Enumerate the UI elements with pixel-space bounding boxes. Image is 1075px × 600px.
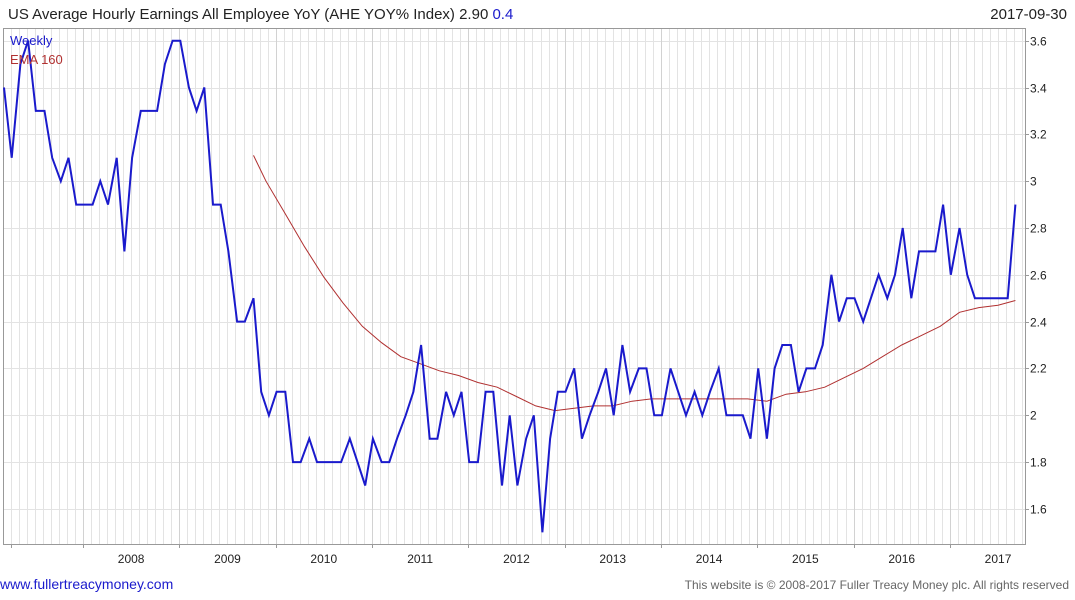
y-tick-label: 3 — [1030, 175, 1037, 189]
legend: Weekly EMA 160 — [10, 33, 63, 67]
y-tick-label: 3.4 — [1030, 82, 1047, 96]
site-link[interactable]: www.fullertreacymoney.com — [0, 576, 174, 592]
y-tick-label: 1.8 — [1030, 456, 1047, 470]
plot-frame — [3, 28, 1026, 545]
chart-svg: 1.61.822.22.42.62.833.23.43.6 2008 2009 20… — [3, 28, 1047, 566]
y-tick-label: 3.2 — [1030, 128, 1047, 142]
y-tick-label: 2.8 — [1030, 222, 1047, 236]
x-tick-label: 2014 — [696, 552, 723, 566]
legend-ema: EMA 160 — [10, 52, 63, 67]
title-text: US Average Hourly Earnings All Employee … — [8, 6, 455, 23]
x-tick-label: 2012 — [503, 552, 530, 566]
y-tick-label: 2 — [1030, 409, 1037, 423]
ema-series — [253, 155, 1016, 412]
weekly-series — [3, 39, 1017, 533]
last-value: 2.90 — [459, 6, 489, 23]
y-tick-label: 2.6 — [1030, 269, 1047, 283]
weekly-line — [3, 39, 1017, 533]
x-tick-label: 2008 — [118, 552, 145, 566]
gridlines — [4, 29, 1025, 544]
chart-date: 2017-09-30 — [990, 6, 1067, 23]
x-tick-label: 2009 — [214, 552, 241, 566]
y-tick-label: 3.6 — [1030, 35, 1047, 49]
chart-title: US Average Hourly Earnings All Employee … — [8, 6, 513, 23]
x-tick-label: 2015 — [792, 552, 819, 566]
copyright-text: This website is © 2008-2017 Fuller Treac… — [684, 578, 1069, 592]
y-axis: 1.6 1.8 2 2.2 2.4 2.6 2.8 3 3.2 3.4 3.6 — [1025, 35, 1047, 517]
ema-line — [253, 155, 1016, 412]
x-tick-label: 2016 — [888, 552, 915, 566]
y-tick-label: 2.2 — [1030, 362, 1047, 376]
change-value: 0.4 — [492, 6, 514, 23]
x-tick-label: 2010 — [310, 552, 337, 566]
x-tick-label: 2011 — [407, 552, 433, 566]
y-tick-label: 1.6 — [1030, 503, 1047, 517]
x-tick-label: 2013 — [599, 552, 626, 566]
x-axis: 2008 2009 2010 2011 2012 2013 2014 2015 2016 2017 — [11, 544, 1012, 566]
x-tick-label: 2017 — [985, 552, 1012, 566]
legend-weekly: Weekly — [10, 33, 53, 48]
y-tick-label: 2.4 — [1030, 316, 1047, 330]
